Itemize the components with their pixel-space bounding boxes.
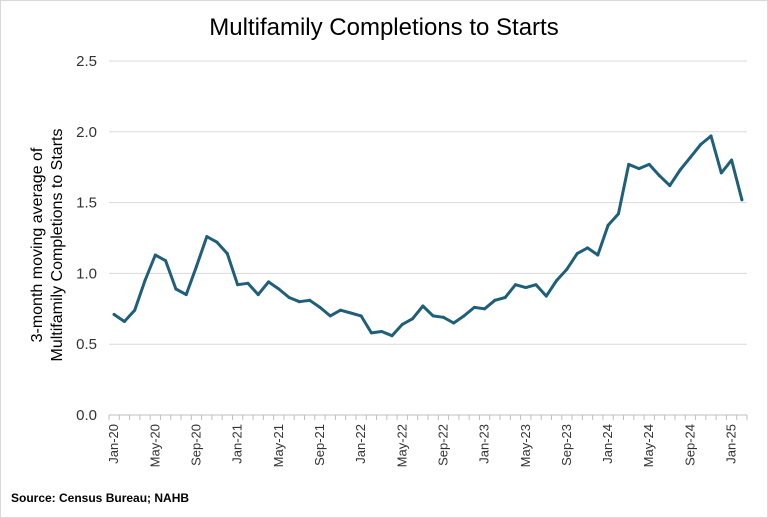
data-point (452, 321, 456, 325)
data-point (616, 212, 620, 216)
data-point (493, 298, 497, 302)
y-tick-label: 1.5 (76, 195, 97, 212)
data-point (483, 307, 487, 311)
x-tick-label: Jan-22 (353, 424, 368, 464)
x-tick-label: May-21 (271, 424, 286, 467)
x-tick-label: Sep-20 (188, 424, 203, 466)
data-point (400, 322, 404, 326)
data-point (328, 314, 332, 318)
data-point (730, 158, 734, 162)
data-point (359, 314, 363, 318)
data-point (421, 304, 425, 308)
data-point (153, 253, 157, 257)
y-tick-label: 0.0 (76, 407, 97, 424)
data-point (627, 162, 631, 166)
data-point (112, 312, 116, 316)
data-point (431, 314, 435, 318)
data-point (349, 311, 353, 315)
data-point (236, 283, 240, 287)
chart-title: Multifamily Completions to Starts (209, 14, 559, 41)
data-point (647, 162, 651, 166)
series-group (112, 134, 744, 338)
data-point (318, 305, 322, 309)
data-point (544, 294, 548, 298)
data-point (267, 280, 270, 284)
data-point (246, 281, 250, 285)
x-tick-label: Jan-23 (477, 424, 492, 464)
y-tick-label: 1.0 (76, 265, 97, 282)
data-point (441, 315, 445, 319)
data-point (688, 155, 692, 159)
data-point (277, 287, 281, 291)
data-point (565, 267, 569, 271)
data-point (194, 264, 198, 268)
series-line (112, 134, 744, 338)
y-tick-label: 2.5 (76, 53, 97, 70)
data-point (369, 331, 373, 335)
x-tick-label: Sep-24 (682, 424, 697, 466)
gridlines (108, 60, 748, 420)
data-point (637, 167, 641, 171)
data-point (586, 246, 589, 250)
data-point (740, 198, 744, 202)
data-point (462, 314, 466, 318)
x-tick-label: Jan-24 (600, 424, 615, 464)
data-point (225, 252, 229, 256)
y-tick-labels: 0.0 0.5 1.0 1.5 2.0 2.5 (76, 53, 97, 424)
data-point (555, 278, 559, 282)
data-point (133, 308, 137, 312)
data-point (709, 134, 713, 138)
x-tick-label: May-22 (394, 424, 409, 467)
x-tick-label: May-23 (518, 424, 533, 467)
data-point (380, 329, 384, 333)
data-point (668, 184, 672, 188)
data-point (575, 252, 579, 256)
data-point (143, 278, 147, 282)
data-point (390, 334, 394, 338)
data-point (606, 223, 610, 227)
data-point (513, 283, 517, 287)
data-point (534, 283, 538, 287)
data-point (596, 253, 600, 257)
data-point (164, 259, 168, 263)
y-tick-label: 2.0 (76, 124, 97, 141)
x-tick-label: Jan-21 (230, 424, 245, 464)
data-point (699, 143, 703, 147)
data-point (658, 174, 662, 178)
data-point (256, 293, 260, 297)
x-tick-labels: Jan-20 May-20 Sep-20 Jan-21 May-21 Sep-21 Jan-… (106, 424, 738, 467)
x-tick-label: May-24 (641, 424, 656, 467)
data-point (184, 293, 188, 297)
data-point (472, 305, 476, 309)
data-point (308, 298, 312, 302)
data-point (719, 171, 723, 175)
data-point (297, 300, 301, 304)
x-tick-label: Jan-25 (724, 424, 739, 464)
data-point (411, 317, 415, 321)
x-tick-label: Sep-21 (312, 424, 327, 466)
x-tick-label: Sep-22 (435, 424, 450, 466)
source-note: Source: Census Bureau; NAHB (11, 491, 190, 505)
data-point (339, 308, 343, 312)
data-point (122, 320, 126, 324)
x-tick-label: May-20 (147, 424, 162, 467)
data-point (215, 240, 219, 244)
data-point (287, 295, 291, 299)
data-point (503, 295, 507, 299)
y-tick-label: 0.5 (76, 336, 97, 353)
x-tick-label: Sep-23 (559, 424, 574, 466)
x-tick-label: Jan-20 (106, 424, 121, 464)
data-point (678, 168, 682, 172)
data-point (174, 287, 178, 291)
data-point (524, 286, 528, 290)
data-point (205, 235, 209, 239)
